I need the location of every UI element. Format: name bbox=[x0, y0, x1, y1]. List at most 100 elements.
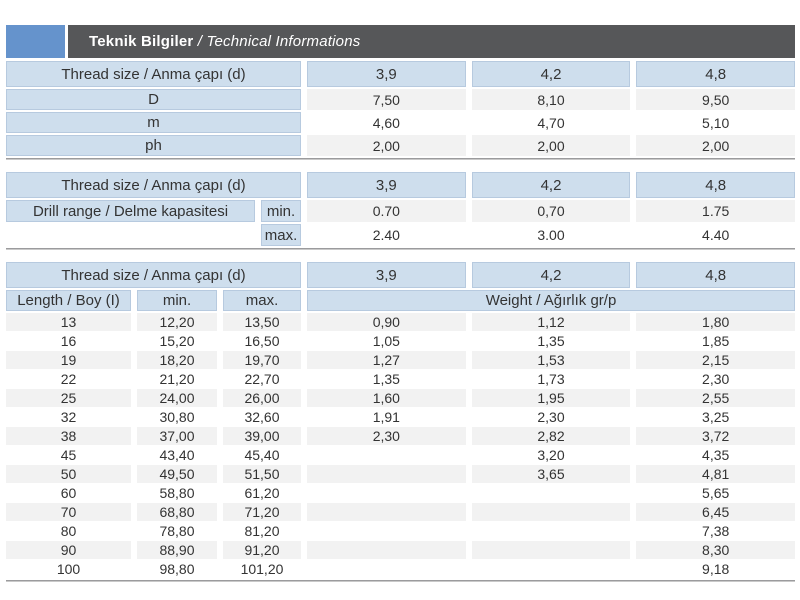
length-cell: 80 bbox=[6, 522, 131, 540]
thread-size-3-9: 3,9 bbox=[307, 61, 466, 87]
min-cell: 88,90 bbox=[137, 541, 217, 559]
weight-cell: 3,65 bbox=[471, 465, 631, 483]
weight-cell bbox=[307, 560, 466, 578]
value-cell: 0,70 bbox=[471, 200, 631, 222]
weight-cell: 2,55 bbox=[636, 389, 795, 407]
weight-cell bbox=[307, 503, 466, 521]
weight-cell: 2,15 bbox=[636, 351, 795, 369]
weight-cell: 0,90 bbox=[307, 313, 466, 331]
table-end-rule bbox=[6, 248, 795, 250]
thread-size-3-9: 3,9 bbox=[307, 262, 466, 288]
table-end-rule bbox=[6, 158, 795, 160]
min-cell: 43,40 bbox=[137, 446, 217, 464]
weight-cell: 3,72 bbox=[636, 427, 795, 445]
weight-cell: 5,65 bbox=[636, 484, 795, 502]
min-cell: 68,80 bbox=[137, 503, 217, 521]
weight-cell bbox=[471, 522, 631, 540]
max-cell: 32,60 bbox=[223, 408, 301, 426]
weight-cell: 1,05 bbox=[307, 332, 466, 350]
table-row: 80 78,80 81,20 7,38 bbox=[6, 522, 795, 540]
table-row: 22 21,20 22,70 1,35 1,73 2,30 bbox=[6, 370, 795, 388]
length-cell: 38 bbox=[6, 427, 131, 445]
weight-cell: 4,81 bbox=[636, 465, 795, 483]
value-cell: 8,10 bbox=[471, 89, 631, 110]
length-weight-table-header: Thread size / Anma çapı (d) 3,9 4,2 4,8 … bbox=[6, 262, 795, 311]
value-cell: 2,00 bbox=[636, 135, 795, 156]
value-cell: 4,70 bbox=[471, 112, 631, 133]
length-weight-rows: 13 12,20 13,50 0,90 1,12 1,80 16 15,20 16,50 1,05… bbox=[6, 313, 795, 578]
thread-size-4-8: 4,8 bbox=[636, 172, 795, 198]
table-row: 90 88,90 91,20 8,30 bbox=[6, 541, 795, 559]
weight-cell bbox=[471, 541, 631, 559]
title-turkish: Teknik Bilgiler bbox=[89, 33, 194, 50]
weight-cell: 1,35 bbox=[307, 370, 466, 388]
min-cell: 30,80 bbox=[137, 408, 217, 426]
min-cell: 24,00 bbox=[137, 389, 217, 407]
weight-cell: 1,80 bbox=[636, 313, 795, 331]
weight-cell: 1,60 bbox=[307, 389, 466, 407]
max-cell: 61,20 bbox=[223, 484, 301, 502]
max-cell: 13,50 bbox=[223, 313, 301, 331]
length-cell: 13 bbox=[6, 313, 131, 331]
min-cell: 78,80 bbox=[137, 522, 217, 540]
value-cell: 4,60 bbox=[307, 112, 466, 133]
weight-cell: 7,38 bbox=[636, 522, 795, 540]
thread-size-header: Thread size / Anma çapı (d) bbox=[6, 172, 301, 198]
table-row: 50 49,50 51,50 3,65 4,81 bbox=[6, 465, 795, 483]
value-cell: 0.70 bbox=[307, 200, 466, 222]
weight-cell: 1,12 bbox=[471, 313, 631, 331]
weight-cell: 1,27 bbox=[307, 351, 466, 369]
thread-size-4-2: 4,2 bbox=[471, 262, 631, 288]
max-column-header: max. bbox=[223, 290, 301, 311]
weight-cell bbox=[307, 446, 466, 464]
thread-size-4-2: 4,2 bbox=[471, 61, 631, 87]
length-cell: 70 bbox=[6, 503, 131, 521]
max-cell: 71,20 bbox=[223, 503, 301, 521]
min-cell: 49,50 bbox=[137, 465, 217, 483]
thread-size-header: Thread size / Anma çapı (d) bbox=[6, 262, 301, 288]
max-cell: 101,20 bbox=[223, 560, 301, 578]
weight-cell bbox=[471, 503, 631, 521]
table-row: 70 68,80 71,20 6,45 bbox=[6, 503, 795, 521]
row-label-min: min. bbox=[261, 200, 301, 222]
table-row: 100 98,80 101,20 9,18 bbox=[6, 560, 795, 578]
title-separator: / bbox=[193, 33, 207, 50]
weight-cell: 1,95 bbox=[471, 389, 631, 407]
weight-cell bbox=[307, 484, 466, 502]
max-cell: 81,20 bbox=[223, 522, 301, 540]
table-row: 19 18,20 19,70 1,27 1,53 2,15 bbox=[6, 351, 795, 369]
min-cell: 37,00 bbox=[137, 427, 217, 445]
title-english: Technical Informations bbox=[206, 33, 361, 50]
row-label-D: D bbox=[6, 89, 301, 110]
weight-cell: 1,73 bbox=[471, 370, 631, 388]
weight-cell: 1,85 bbox=[636, 332, 795, 350]
thread-size-4-8: 4,8 bbox=[636, 262, 795, 288]
accent-color-block bbox=[6, 25, 65, 58]
length-cell: 22 bbox=[6, 370, 131, 388]
min-cell: 98,80 bbox=[137, 560, 217, 578]
min-column-header: min. bbox=[137, 290, 217, 311]
weight-cell: 8,30 bbox=[636, 541, 795, 559]
row-label-ph: ph bbox=[6, 135, 301, 156]
max-cell: 16,50 bbox=[223, 332, 301, 350]
section-title-bar: Teknik Bilgiler / Technical Informations bbox=[6, 25, 795, 58]
length-cell: 25 bbox=[6, 389, 131, 407]
max-cell: 19,70 bbox=[223, 351, 301, 369]
thread-size-4-8: 4,8 bbox=[636, 61, 795, 87]
dimensions-table: Thread size / Anma çapı (d) 3,9 4,2 4,8 … bbox=[6, 61, 795, 156]
min-cell: 21,20 bbox=[137, 370, 217, 388]
table-row: 32 30,80 32,60 1,91 2,30 3,25 bbox=[6, 408, 795, 426]
value-cell: 2.40 bbox=[307, 224, 466, 246]
max-cell: 45,40 bbox=[223, 446, 301, 464]
min-cell: 15,20 bbox=[137, 332, 217, 350]
thread-size-4-2: 4,2 bbox=[471, 172, 631, 198]
table-row: 16 15,20 16,50 1,05 1,35 1,85 bbox=[6, 332, 795, 350]
length-cell: 16 bbox=[6, 332, 131, 350]
weight-column-header: Weight / Ağırlık gr/p bbox=[307, 290, 795, 311]
value-cell: 1.75 bbox=[636, 200, 795, 222]
weight-cell: 2,82 bbox=[471, 427, 631, 445]
weight-cell: 3,20 bbox=[471, 446, 631, 464]
weight-cell: 2,30 bbox=[636, 370, 795, 388]
technical-info-page: Teknik Bilgiler / Technical Informations… bbox=[6, 25, 795, 582]
weight-cell: 3,25 bbox=[636, 408, 795, 426]
